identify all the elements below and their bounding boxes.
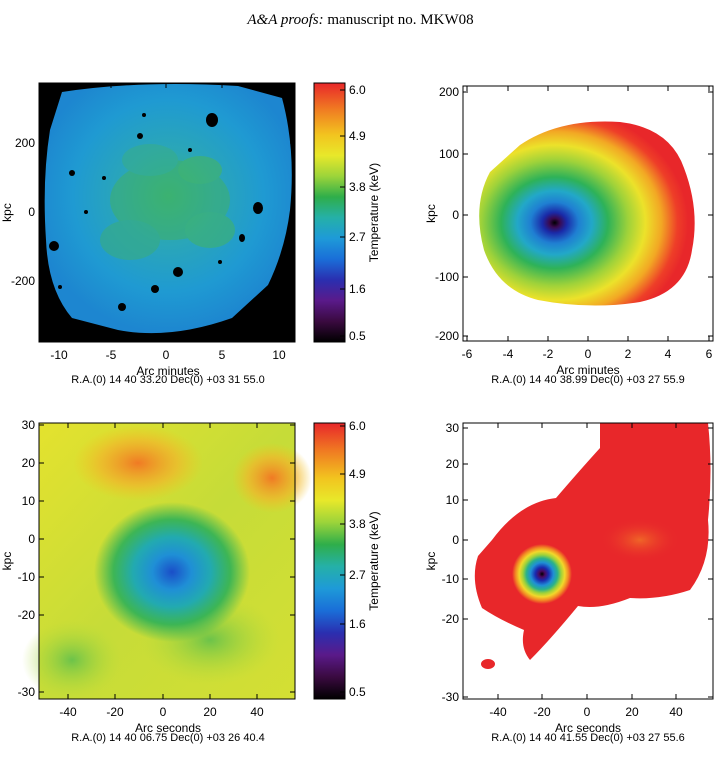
- y-tick-label: -20: [442, 612, 460, 626]
- x-tick-label: 20: [625, 705, 639, 719]
- x-tick-label: 0: [163, 348, 170, 362]
- x-tick-label: 2: [625, 347, 632, 361]
- colorbar-tick-label: 6.0: [349, 83, 366, 97]
- y-axis-label: kpc: [424, 204, 438, 223]
- y-axis-label: kpc: [424, 552, 438, 571]
- panel-bottom-right: [462, 422, 714, 700]
- x-tick-label: 40: [669, 705, 683, 719]
- map-texture: [100, 144, 235, 260]
- colorbar-label: Temperature (keV): [367, 163, 381, 262]
- y-tick-label: -10: [18, 570, 36, 584]
- x-tick-label: -40: [59, 705, 77, 719]
- y-tick-label: 10: [446, 493, 460, 507]
- y-tick-label: 20: [446, 457, 460, 471]
- colorbar-label: Temperature (keV): [367, 511, 381, 610]
- axes-top-left: -10 -5 0 5 10 200 0 -200 Arc minutes kpc R.A.(0) 1…: [0, 83, 295, 386]
- coordinates-text: R.A.(0) 14 40 06.75 Dec(0) +03 26 40.4: [71, 732, 265, 744]
- y-tick-label: -20: [18, 608, 36, 622]
- colorbar-tick-label: 0.5: [349, 685, 366, 699]
- axes-bottom-right: -40 -20 0 20 40 30 20 10 0 -10 -20 -30 Arc seconds kp…: [424, 421, 713, 744]
- axes-top-right: -6 -4 -2 0 2 4 6 200 100 0 -100 -200 Arc minutes kpc R…: [424, 85, 713, 386]
- y-tick-label: 0: [28, 205, 35, 219]
- y-tick-label: 0: [28, 532, 35, 546]
- y-tick-label: 30: [446, 421, 460, 435]
- manuscript-id: manuscript no. MKW08: [327, 12, 474, 28]
- y-tick-label: 0: [452, 533, 459, 547]
- x-tick-label: 20: [203, 705, 217, 719]
- y-tick-label: 200: [439, 85, 459, 99]
- x-tick-label: -20: [106, 705, 124, 719]
- y-tick-label: 200: [15, 136, 35, 150]
- x-tick-label: 6: [706, 347, 713, 361]
- y-tick-label: 100: [439, 147, 459, 161]
- y-tick-label: 0: [452, 208, 459, 222]
- x-axis-label: Arc seconds: [555, 721, 621, 735]
- y-tick-label: -30: [442, 690, 460, 704]
- y-axis-label: kpc: [0, 552, 14, 571]
- colorbar-axis-top: 6.0 4.9 3.8 2.7 1.6 0.5 Temperature (keV): [340, 83, 381, 343]
- x-tick-label: 5: [219, 348, 226, 362]
- x-tick-label: 10: [272, 348, 286, 362]
- colorbar-tick-label: 6.0: [349, 419, 366, 433]
- colorbar-tick-label: 4.9: [349, 129, 366, 143]
- y-tick-label: -30: [18, 685, 36, 699]
- x-tick-label: 0: [584, 705, 591, 719]
- colorbar-axis-bottom: 6.0 4.9 3.8 2.7 1.6 0.5 Temperature (keV): [340, 419, 381, 699]
- coordinates-text: R.A.(0) 14 40 41.55 Dec(0) +03 27 55.6: [491, 732, 685, 744]
- y-tick-label: -10: [442, 572, 460, 586]
- y-tick-label: 20: [22, 456, 36, 470]
- x-tick-label: -4: [503, 347, 514, 361]
- colorbar-bottom: [313, 422, 346, 700]
- x-tick-label: -20: [533, 705, 551, 719]
- y-tick-label: 10: [22, 494, 36, 508]
- x-tick-label: -2: [543, 347, 554, 361]
- x-tick-label: -5: [106, 348, 117, 362]
- coordinates-text: R.A.(0) 14 40 38.99 Dec(0) +03 27 55.9: [491, 374, 685, 386]
- point-source-masks: [49, 113, 263, 311]
- x-tick-label: 0: [585, 347, 592, 361]
- colorbar-tick-label: 2.7: [349, 230, 366, 244]
- colorbar-tick-label: 1.6: [349, 617, 366, 631]
- x-axis-label: Arc minutes: [556, 363, 619, 377]
- colorbar-tick-label: 0.5: [349, 329, 366, 343]
- x-axis-label: Arc seconds: [135, 721, 201, 735]
- page-header: A&A proofs: manuscript no. MKW08: [0, 12, 721, 29]
- panel-top-left: [38, 82, 296, 343]
- panel-top-right: [462, 85, 714, 342]
- colorbar-tick-label: 2.7: [349, 568, 366, 582]
- colorbar-tick-label: 1.6: [349, 282, 366, 296]
- axes-bottom-left: -40 -20 0 20 40 30 20 10 0 -10 -20 -30 Arc seconds kp…: [0, 418, 295, 744]
- colorbar-tick-label: 3.8: [349, 180, 366, 194]
- x-tick-label: -6: [462, 347, 473, 361]
- y-tick-label: -100: [435, 270, 459, 284]
- x-tick-label: 40: [250, 705, 264, 719]
- colorbar-tick-label: 3.8: [349, 517, 366, 531]
- x-tick-label: 4: [665, 347, 672, 361]
- x-tick-label: 0: [160, 705, 167, 719]
- x-tick-label: -10: [50, 348, 68, 362]
- y-tick-label: 30: [22, 418, 36, 432]
- y-tick-label: -200: [435, 329, 459, 343]
- x-axis-label: Arc minutes: [136, 364, 199, 378]
- y-tick-label: -200: [11, 274, 35, 288]
- panel-bottom-left: [22, 422, 312, 700]
- colorbar-top: [313, 82, 346, 343]
- y-axis-label: kpc: [0, 203, 14, 222]
- x-tick-label: -40: [489, 705, 507, 719]
- journal-name: A&A proofs:: [247, 12, 324, 28]
- temperature-map: [479, 121, 695, 306]
- coordinates-text: R.A.(0) 14 40 33.20 Dec(0) +03 31 55.0: [71, 374, 265, 386]
- colorbar-tick-label: 4.9: [349, 467, 366, 481]
